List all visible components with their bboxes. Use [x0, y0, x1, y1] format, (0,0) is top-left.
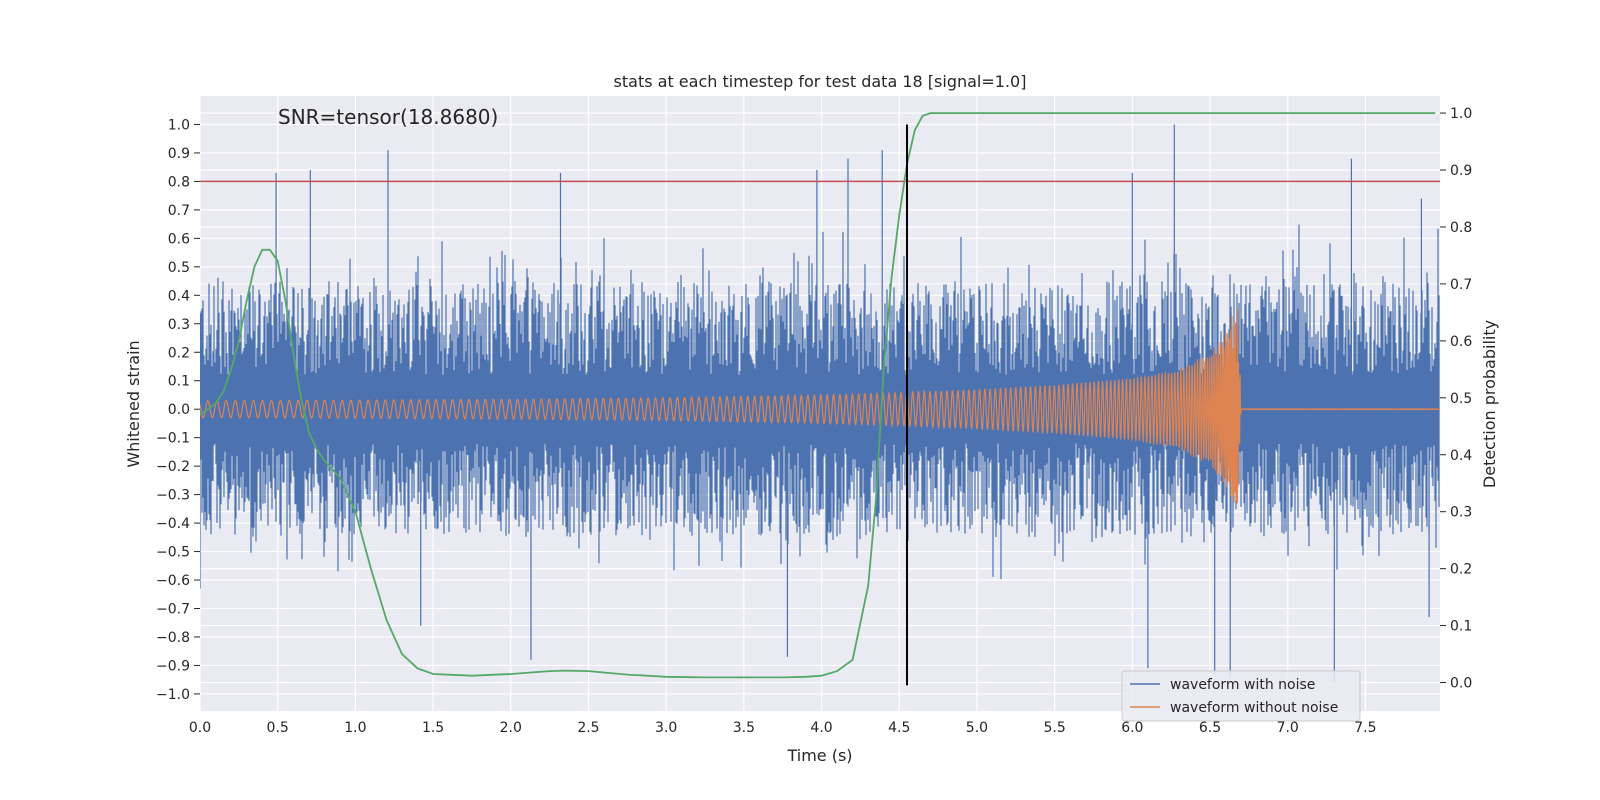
- y-tick-label: −0.9: [156, 658, 190, 674]
- x-tick-label: 1.0: [344, 720, 366, 736]
- x-tick-label: 0.5: [267, 720, 289, 736]
- y-tick-label: 0.1: [168, 374, 190, 390]
- y-axis-label: Whitened strain: [124, 340, 143, 467]
- y2-axis-label: Detection probability: [1480, 320, 1499, 488]
- y2-tick-label: 1.0: [1450, 106, 1472, 122]
- x-tick-label: 2.0: [500, 720, 522, 736]
- y-tick-label: 0.8: [168, 174, 190, 190]
- x-tick-label: 1.5: [422, 720, 444, 736]
- x-tick-label: 5.0: [966, 720, 988, 736]
- y-tick-label: 0.3: [168, 317, 190, 333]
- y-tick-label: 0.2: [168, 345, 190, 361]
- y-tick-label: −1.0: [156, 687, 190, 703]
- x-tick-label: 4.5: [888, 720, 910, 736]
- x-tick-label: 6.0: [1121, 720, 1143, 736]
- y-tick-label: −0.5: [156, 545, 190, 561]
- ticks: 0.0 0.5 1.0 1.5 2.0 2.5 3.0 3.5 4.0 4.5 5.0 5.5 6.0 6…: [156, 106, 1472, 736]
- x-axis-label: Time (s): [786, 746, 852, 765]
- x-tick-label: 6.5: [1199, 720, 1221, 736]
- y-tick-label: 0.4: [168, 288, 190, 304]
- y-tick-label: −0.4: [156, 516, 190, 532]
- legend-box: [1121, 670, 1361, 722]
- x-tick-label: 5.5: [1044, 720, 1066, 736]
- y2-tick-label: 0.9: [1450, 163, 1472, 179]
- chart-title: stats at each timestep for test data 18 …: [614, 72, 1027, 91]
- series-detection-probability: [200, 112, 1436, 679]
- y2-tick-label: 0.8: [1450, 220, 1472, 236]
- y-tick-label: −0.8: [156, 630, 190, 646]
- y-tick-label: −0.7: [156, 602, 190, 618]
- x-tick-label: 7.5: [1354, 720, 1376, 736]
- y-tick-label: −0.2: [156, 459, 190, 475]
- y2-tick-label: 0.6: [1450, 334, 1472, 350]
- y-tick-label: −0.3: [156, 488, 190, 504]
- x-tick-label: 3.5: [733, 720, 755, 736]
- x-tick-label: 4.0: [810, 720, 832, 736]
- y-tick-label: −0.6: [156, 573, 190, 589]
- series-waveform-without-noise: [200, 309, 1440, 504]
- legend-label-noise: waveform with noise: [1170, 677, 1315, 693]
- y-tick-label: 0.7: [168, 203, 190, 219]
- y2-tick-label: 0.1: [1450, 619, 1472, 635]
- y2-tick-label: 0.3: [1450, 505, 1472, 521]
- legend: waveform with noise waveform without noi…: [1121, 670, 1361, 722]
- snr-annotation: SNR=tensor(18.8680): [278, 105, 498, 129]
- y-tick-label: 0.6: [168, 231, 190, 247]
- y2-tick-label: 0.5: [1450, 391, 1472, 407]
- y-tick-label: 0.5: [168, 260, 190, 276]
- y-tick-label: 0.9: [168, 146, 190, 162]
- y2-tick-label: 0.4: [1450, 448, 1472, 464]
- y2-tick-label: 0.2: [1450, 562, 1472, 578]
- y2-tick-label: 0.0: [1450, 676, 1472, 692]
- x-tick-label: 2.5: [577, 720, 599, 736]
- x-tick-label: 3.0: [655, 720, 677, 736]
- y-tick-label: 1.0: [168, 117, 190, 133]
- y-tick-label: −0.1: [156, 431, 190, 447]
- series-layer: [200, 112, 1440, 686]
- y2-tick-label: 0.7: [1450, 277, 1472, 293]
- legend-label-clean: waveform without noise: [1170, 700, 1338, 716]
- x-tick-label: 0.0: [189, 720, 211, 736]
- y-tick-label: 0.0: [168, 402, 190, 418]
- x-tick-label: 7.0: [1277, 720, 1299, 736]
